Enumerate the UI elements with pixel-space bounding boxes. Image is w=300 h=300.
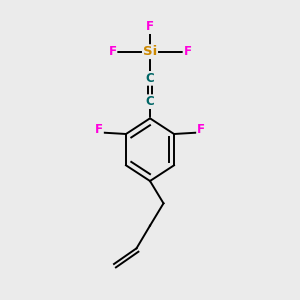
Text: Si: Si — [143, 45, 157, 58]
Text: C: C — [146, 95, 154, 108]
Text: F: F — [95, 124, 103, 136]
Text: F: F — [197, 124, 205, 136]
Text: F: F — [184, 45, 191, 58]
Text: F: F — [109, 45, 116, 58]
Text: C: C — [146, 72, 154, 85]
Text: F: F — [146, 20, 154, 33]
